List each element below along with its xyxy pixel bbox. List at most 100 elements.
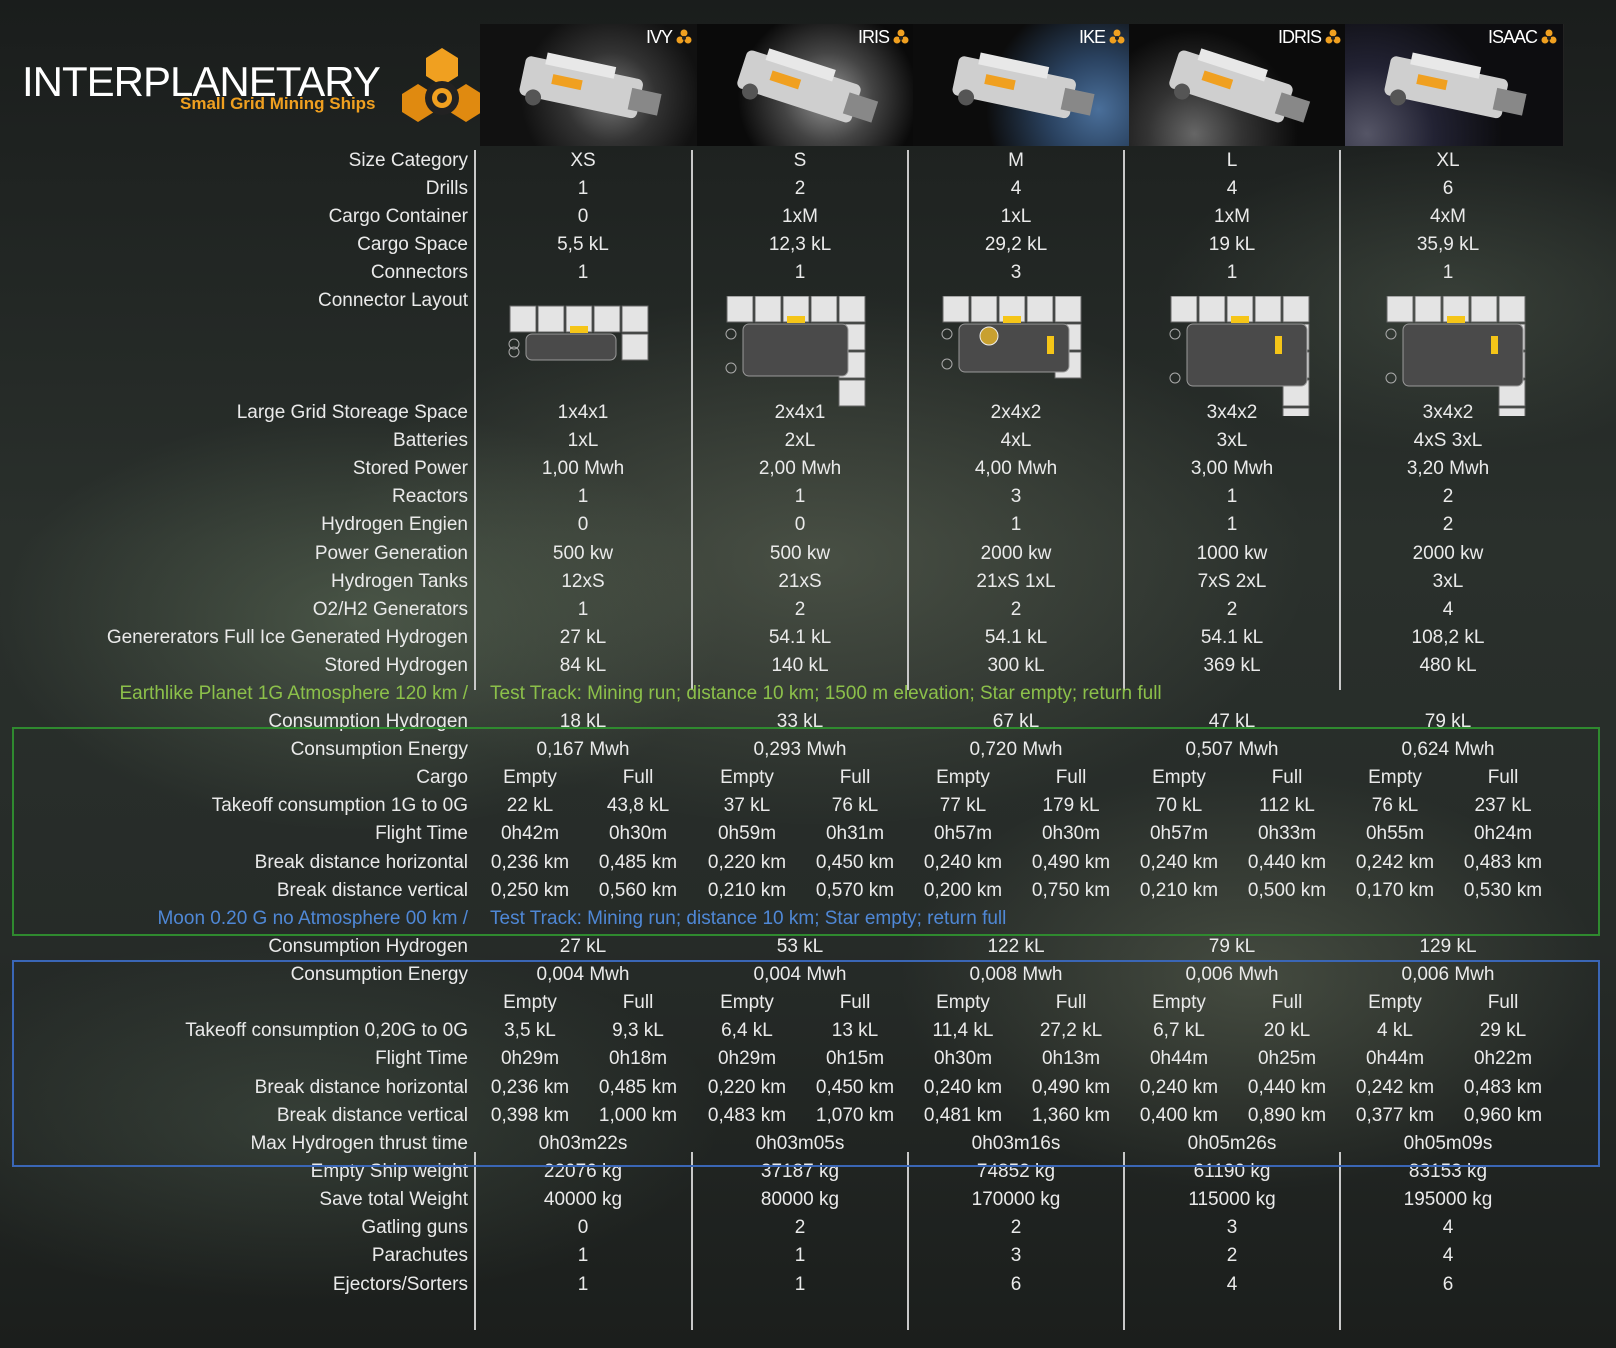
value-cell: 1,00 Mwh: [541, 458, 625, 479]
value-cell: 18 kL: [559, 711, 607, 732]
row-label: Takeoff consumption 0,20G to 0G: [185, 1020, 468, 1041]
value-cell: 0h42m: [500, 823, 560, 844]
value-cell: 5,5 kL: [557, 234, 609, 255]
ship-name: ISAAC: [1487, 27, 1538, 47]
row-label: Takeoff consumption 1G to 0G: [211, 795, 468, 816]
value-cell: 0,440 km: [1247, 1077, 1327, 1098]
ship-silhouette: [952, 52, 1095, 119]
value-cell: 0,720 Mwh: [969, 739, 1063, 760]
value-cell: 76 kL: [1371, 795, 1419, 816]
value-cell: 237 kL: [1474, 795, 1532, 816]
value-cell: 122 kL: [987, 936, 1045, 957]
row-label: Reactors: [391, 486, 468, 507]
row-label: Hydrogen Engien: [321, 514, 468, 535]
value-cell: 6,4 kL: [721, 1020, 773, 1041]
moon-heading-right: Test Track: Mining run; distance 10 km; …: [490, 908, 1007, 929]
row-label: Genererators Full Ice Generated Hydrogen: [106, 627, 468, 648]
value-cell: 4xS 3xL: [1413, 430, 1483, 451]
value-cell: 0h05m26s: [1187, 1133, 1277, 1154]
value-cell: 3,00 Mwh: [1190, 458, 1274, 479]
value-cell: 170000 kg: [971, 1189, 1061, 1210]
value-cell: 33 kL: [776, 711, 824, 732]
value-cell: 0,200 km: [923, 880, 1003, 901]
value-cell: 0,242 km: [1355, 1077, 1435, 1098]
value-cell: 480 kL: [1419, 655, 1477, 676]
cargo-empty-label: Empty: [720, 992, 774, 1013]
value-cell: S: [793, 150, 807, 171]
value-cell: 11,4 kL: [932, 1020, 994, 1041]
value-cell: 54.1 kL: [1200, 627, 1264, 648]
value-cell: 1: [1010, 514, 1022, 535]
value-cell: 2: [1226, 599, 1238, 620]
app-title: INTERPLANETARY: [22, 58, 381, 105]
value-cell: 21xS: [778, 571, 822, 592]
value-cell: 0,293 Mwh: [753, 739, 847, 760]
value-cell: 0,483 km: [1463, 1077, 1543, 1098]
earth-heading-right: Test Track: Mining run; distance 10 km; …: [490, 683, 1162, 704]
value-cell: 27 kL: [559, 627, 607, 648]
ship-name: IKE: [1078, 27, 1106, 47]
value-cell: 0h55m: [1365, 823, 1425, 844]
value-cell: 140 kL: [771, 655, 829, 676]
value-cell: 3: [1010, 1245, 1022, 1266]
value-cell: 3x4x2: [1206, 402, 1258, 423]
earth-test-box: [12, 727, 1600, 936]
row-label: Break distance vertical: [276, 880, 468, 901]
value-cell: 4xL: [1000, 430, 1032, 451]
ship-image-ike: IKE: [913, 24, 1132, 146]
value-cell: 6: [1442, 1274, 1454, 1295]
column-divider: [474, 150, 476, 690]
row-label: Flight Time: [375, 823, 468, 844]
value-cell: 0,006 Mwh: [1185, 964, 1279, 985]
value-cell: 54.1 kL: [768, 627, 832, 648]
row-label: Consumption Energy: [290, 739, 468, 760]
value-cell: 0h30m: [1041, 823, 1101, 844]
value-cell: 0,006 Mwh: [1401, 964, 1495, 985]
cargo-full-label: Full: [1487, 767, 1519, 788]
row-label: Break distance horizontal: [254, 1077, 468, 1098]
connector-layout-diagram: [725, 296, 866, 407]
row-label: Connector Layout: [318, 290, 468, 311]
value-cell: 1x4x1: [557, 402, 609, 423]
value-cell: 19 kL: [1208, 234, 1256, 255]
ship-badge-icon: [1325, 29, 1341, 44]
value-cell: 37 kL: [723, 795, 771, 816]
value-cell: 0,240 km: [1139, 852, 1219, 873]
value-cell: 0h31m: [825, 823, 885, 844]
value-cell: 0,490 km: [1031, 1077, 1111, 1098]
value-cell: 0h22m: [1473, 1048, 1533, 1069]
value-cell: 0,004 Mwh: [536, 964, 630, 985]
value-cell: 3xL: [1216, 430, 1248, 451]
cargo-empty-label: Empty: [503, 767, 557, 788]
connector-layout-diagram: [508, 305, 649, 361]
ship-name: IVY: [645, 27, 673, 47]
value-cell: 54.1 kL: [984, 627, 1048, 648]
value-cell: 3xL: [1432, 571, 1464, 592]
value-cell: 43,8 kL: [606, 795, 670, 816]
value-cell: 0h57m: [933, 823, 993, 844]
cargo-full-label: Full: [622, 767, 654, 788]
row-label: Parachutes: [371, 1245, 468, 1266]
row-label: Ejectors/Sorters: [332, 1274, 468, 1295]
value-cell: 1: [794, 262, 806, 283]
cargo-full-label: Full: [1487, 992, 1519, 1013]
value-cell: 0,450 km: [815, 852, 895, 873]
value-cell: XL: [1436, 150, 1460, 171]
value-cell: 0h03m22s: [538, 1133, 628, 1154]
value-cell: 4: [1010, 178, 1022, 199]
value-cell: 0h03m05s: [755, 1133, 845, 1154]
row-label: Drills: [425, 178, 468, 199]
value-cell: 2xL: [784, 430, 816, 451]
ship-badge-icon: [893, 29, 909, 44]
value-cell: 1: [577, 486, 589, 507]
column-divider: [1123, 150, 1125, 690]
ship-badge-icon: [1109, 29, 1125, 44]
value-cell: 20 kL: [1263, 1020, 1311, 1041]
value-cell: 0,220 km: [707, 852, 787, 873]
value-cell: 3x4x2: [1422, 402, 1474, 423]
value-cell: 1: [577, 599, 589, 620]
value-cell: 129 kL: [1419, 936, 1477, 957]
row-label: Consumption Hydrogen: [268, 711, 468, 732]
row-label: O2/H2 Generators: [312, 599, 468, 620]
row-label: Batteries: [393, 430, 468, 451]
